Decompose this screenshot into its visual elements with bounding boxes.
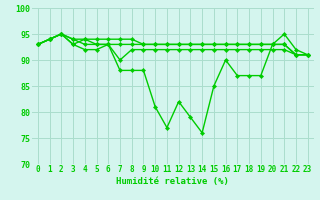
X-axis label: Humidité relative (%): Humidité relative (%) [116, 177, 229, 186]
